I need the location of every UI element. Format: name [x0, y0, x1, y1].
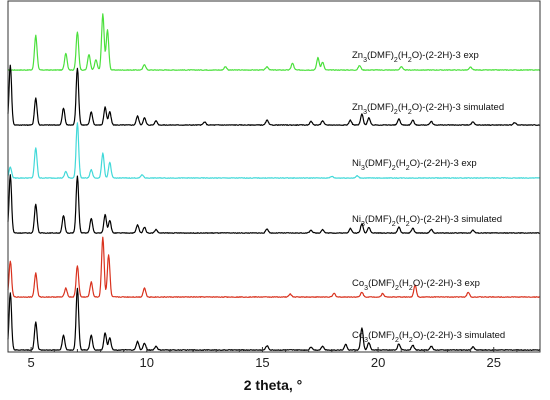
x-tick-label-15: 15 — [255, 355, 269, 370]
series-line-4 — [7, 174, 541, 234]
plot-frame — [7, 0, 541, 353]
series-label-3: Ni3(DMF)2(H2O)-(2-2H)-3 exp — [352, 158, 477, 172]
series-line-2 — [7, 64, 541, 127]
series-traces — [7, 13, 541, 351]
series-line-5 — [7, 236, 541, 298]
series-label-6: Co3(DMF)2(H2O)-(2-2H)-3 simulated — [352, 330, 505, 344]
series-line-6 — [7, 287, 541, 351]
series-label-4: Ni3(DMF)2(H2O)-(2-2H)-3 simulated — [352, 214, 502, 228]
series-label-2: Zn3(DMF)2(H2O)-(2-2H)-3 simulated — [352, 102, 504, 116]
series-line-1 — [8, 13, 541, 71]
axes: 5 10 15 20 25 — [7, 0, 541, 370]
series-line-3 — [7, 122, 541, 179]
x-tick-label-25: 25 — [487, 355, 501, 370]
x-axis-ticks: 5 10 15 20 25 — [7, 347, 541, 370]
x-tick-label-20: 20 — [371, 355, 385, 370]
series-labels: Zn3(DMF)2(H2O)-(2-2H)-3 exp Zn3(DMF)2(H2O… — [352, 50, 505, 344]
x-tick-label-10: 10 — [140, 355, 154, 370]
x-tick-label-5: 5 — [28, 355, 35, 370]
series-label-1: Zn3(DMF)2(H2O)-(2-2H)-3 exp — [352, 50, 479, 64]
series-label-5: Co3(DMF)2(H2O)-(2-2H)-3 exp — [352, 278, 480, 292]
x-axis-label: 2 theta, ° — [244, 377, 303, 393]
